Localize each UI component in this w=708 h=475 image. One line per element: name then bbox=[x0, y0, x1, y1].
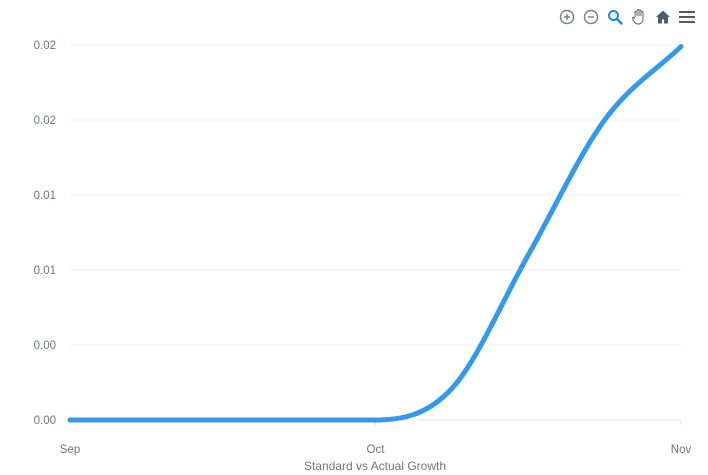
zoom-in-icon[interactable] bbox=[558, 8, 576, 26]
y-tick-label: 0.02 bbox=[34, 115, 56, 127]
x-tick-label: Oct bbox=[367, 444, 386, 456]
zoom-out-icon[interactable] bbox=[582, 8, 600, 26]
series-line bbox=[67, 44, 684, 423]
x-axis-title: Standard vs Actual Growth bbox=[304, 459, 446, 473]
grid bbox=[70, 44, 681, 421]
y-tick-label: 0.00 bbox=[34, 415, 56, 427]
magnifier-icon[interactable] bbox=[606, 8, 624, 26]
home-icon[interactable] bbox=[654, 8, 672, 26]
menu-icon[interactable] bbox=[678, 8, 696, 26]
x-tick-label: Sep bbox=[60, 444, 80, 456]
y-tick-label: 0.01 bbox=[34, 190, 56, 202]
y-tick-label: 0.01 bbox=[34, 265, 56, 277]
series-layer bbox=[67, 44, 684, 423]
y-tick-label: 0.02 bbox=[34, 40, 56, 52]
y-tick-label: 0.00 bbox=[34, 340, 56, 352]
pan-hand-icon[interactable] bbox=[630, 8, 648, 26]
x-axis: Sep Oct Nov bbox=[60, 420, 692, 456]
y-axis: 0.00 0.00 0.01 0.01 0.02 0.02 bbox=[34, 40, 56, 427]
chart-toolbar bbox=[558, 8, 696, 26]
x-tick-label: Nov bbox=[671, 444, 692, 456]
